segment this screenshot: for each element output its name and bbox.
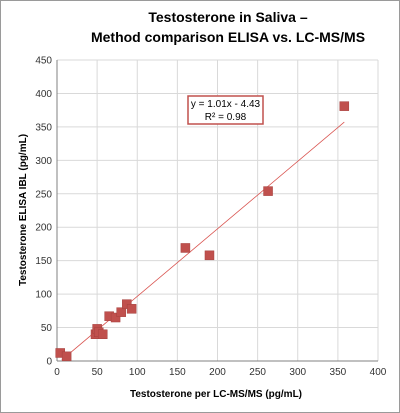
trendline-equation: y = 1.01x - 4.43 — [191, 99, 261, 110]
x-axis-label: Testosterone per LC-MS/MS (pg/mL) — [130, 389, 302, 400]
chart-title-line2: Method comparison ELISA vs. LC-MS/MS — [91, 29, 365, 45]
y-tick-label: 200 — [35, 223, 52, 234]
data-points — [55, 101, 350, 362]
data-point — [110, 312, 121, 323]
x-tick-label: 300 — [289, 367, 306, 378]
x-tick-label: 150 — [169, 367, 186, 378]
data-point — [61, 351, 72, 362]
trendline-group — [61, 121, 345, 361]
y-tick-label: 100 — [35, 290, 52, 301]
x-tick-label: 400 — [370, 367, 387, 378]
y-tick-label: 150 — [35, 256, 52, 267]
x-tick-label: 100 — [129, 367, 146, 378]
x-tick-label: 350 — [330, 367, 347, 378]
axes — [56, 60, 378, 362]
y-tick-label: 350 — [35, 122, 52, 133]
y-tick-labels: 0 50 100 150 200 250 300 350 400 450 — [35, 56, 52, 368]
data-point — [97, 329, 108, 339]
data-point — [126, 304, 137, 314]
y-tick-label: 250 — [35, 189, 52, 200]
chart-title-line1: Testosterone in Saliva – — [148, 9, 307, 25]
linear-trendline — [61, 121, 345, 361]
x-tick-label: 250 — [249, 367, 266, 378]
r-squared-label: R² = 0.98 — [205, 112, 247, 123]
y-tick-label: 450 — [35, 56, 52, 67]
data-point — [204, 250, 215, 261]
y-tick-label: 400 — [35, 89, 52, 100]
data-point — [263, 186, 273, 196]
equation-box-border — [187, 95, 264, 125]
data-point — [339, 101, 350, 111]
data-point — [180, 243, 191, 253]
x-tick-labels: 0 50 100 150 200 250 300 350 400 — [54, 367, 387, 378]
x-tick-label: 0 — [54, 367, 60, 378]
y-tick-label: 300 — [35, 156, 52, 167]
data-point — [116, 307, 126, 317]
y-tick-label: 50 — [41, 323, 53, 334]
y-tick-label: 0 — [46, 357, 52, 368]
y-axis-label: Testosterone ELISA IBL (pg/mL) — [18, 134, 29, 286]
x-tick-label: 200 — [209, 367, 226, 378]
x-tick-label: 50 — [92, 367, 104, 378]
gridlines — [57, 59, 379, 361]
equation-box: y = 1.01x - 4.43 R² = 0.98 — [187, 95, 264, 125]
